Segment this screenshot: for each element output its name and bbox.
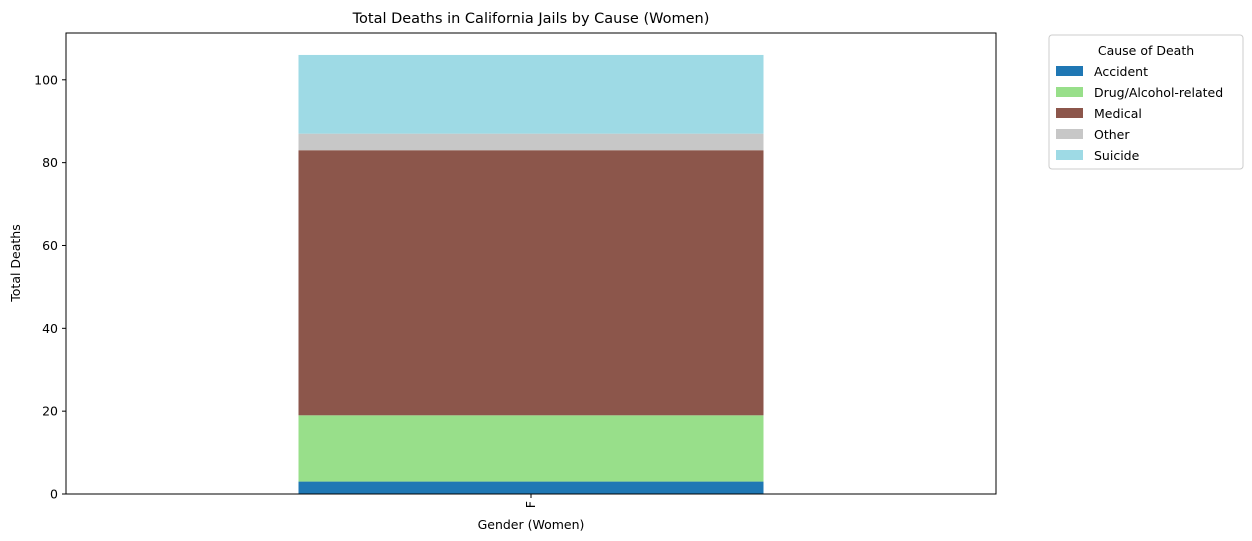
legend-title: Cause of Death xyxy=(1098,43,1194,58)
legend-swatch-suicide xyxy=(1056,150,1083,160)
chart-title: Total Deaths in California Jails by Caus… xyxy=(352,11,710,27)
legend-label-other: Other xyxy=(1094,127,1130,142)
legend-label-medical: Medical xyxy=(1094,106,1142,121)
legend-swatch-other xyxy=(1056,129,1083,139)
legend-swatch-medical xyxy=(1056,108,1083,118)
legend-swatch-drug-alcohol-related xyxy=(1056,87,1083,97)
legend-swatch-accident xyxy=(1056,66,1083,76)
bar-segment-accident xyxy=(298,481,764,494)
y-tick-label: 60 xyxy=(42,238,58,253)
bar-segment-suicide xyxy=(298,54,764,134)
legend-items: Accident Drug/Alcohol-related Medical Other… xyxy=(1056,64,1223,163)
legend-frame xyxy=(1048,34,1244,170)
y-tick-label: 80 xyxy=(42,155,58,170)
y-axis-label: Total Deaths xyxy=(8,224,23,302)
y-tick-label: 100 xyxy=(34,72,58,87)
bar-stack xyxy=(298,54,764,494)
legend-label-suicide: Suicide xyxy=(1094,148,1140,163)
legend-label-accident: Accident xyxy=(1094,64,1148,79)
plot-frame xyxy=(65,32,997,495)
y-axis-ticks: 0 20 40 60 80 100 xyxy=(34,72,66,502)
y-tick-label: 0 xyxy=(50,487,58,502)
bar-segment-other xyxy=(298,133,764,151)
y-tick-label: 40 xyxy=(42,321,58,336)
bar-segment-medical xyxy=(298,150,764,416)
x-axis-label: Gender (Women) xyxy=(478,517,585,532)
legend: Cause of Death Accident Drug/Alcohol-rela… xyxy=(1048,34,1244,170)
y-tick-label: 20 xyxy=(42,404,58,419)
x-axis-ticks: F xyxy=(523,494,538,508)
x-tick-label: F xyxy=(523,501,538,508)
legend-label-drug-alcohol-related: Drug/Alcohol-related xyxy=(1094,85,1223,100)
bar-segment-drug-alcohol-related xyxy=(298,415,764,482)
